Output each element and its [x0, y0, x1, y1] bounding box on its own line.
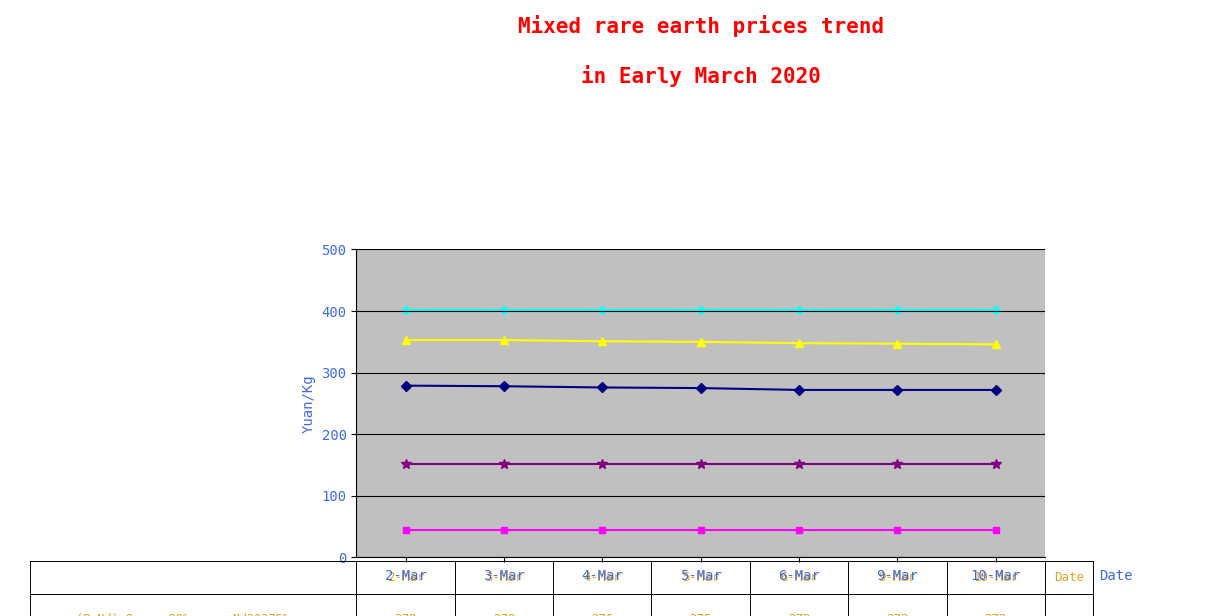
Text: 276: 276 [591, 613, 614, 616]
Text: 275: 275 [690, 613, 712, 616]
Text: 272: 272 [788, 613, 811, 616]
Y-axis label: Yuan/Kg: Yuan/Kg [302, 374, 316, 433]
Text: 278: 278 [493, 613, 515, 616]
Text: 6-Mar: 6-Mar [780, 571, 818, 584]
Text: 3-Mar: 3-Mar [486, 571, 523, 584]
Text: Date: Date [1055, 571, 1084, 584]
Text: 5-Mar: 5-Mar [680, 569, 721, 583]
Text: 9-Mar: 9-Mar [878, 571, 916, 584]
Text: 4-Mar: 4-Mar [583, 571, 621, 584]
Text: 2-Mar: 2-Mar [384, 569, 426, 583]
Text: Date: Date [1099, 569, 1133, 583]
Text: 272: 272 [985, 613, 1007, 616]
Text: in Early March 2020: in Early March 2020 [581, 65, 820, 87]
Text: 272: 272 [887, 613, 908, 616]
Text: (PrNd)xOy,  ≥99%      Nd20375%: (PrNd)xOy, ≥99% Nd20375% [76, 613, 290, 616]
Text: 5-Mar: 5-Mar [681, 571, 720, 584]
Text: 279: 279 [394, 613, 417, 616]
Text: Mixed rare earth prices trend: Mixed rare earth prices trend [517, 15, 884, 38]
Text: 9-Mar: 9-Mar [877, 569, 918, 583]
Text: 10-Mar: 10-Mar [970, 569, 1021, 583]
Text: 6-Mar: 6-Mar [778, 569, 820, 583]
Text: 2-Mar: 2-Mar [387, 571, 424, 584]
Text: 10-Mar: 10-Mar [974, 571, 1018, 584]
Text: 4-Mar: 4-Mar [581, 569, 623, 583]
Text: 3-Mar: 3-Mar [483, 569, 524, 583]
